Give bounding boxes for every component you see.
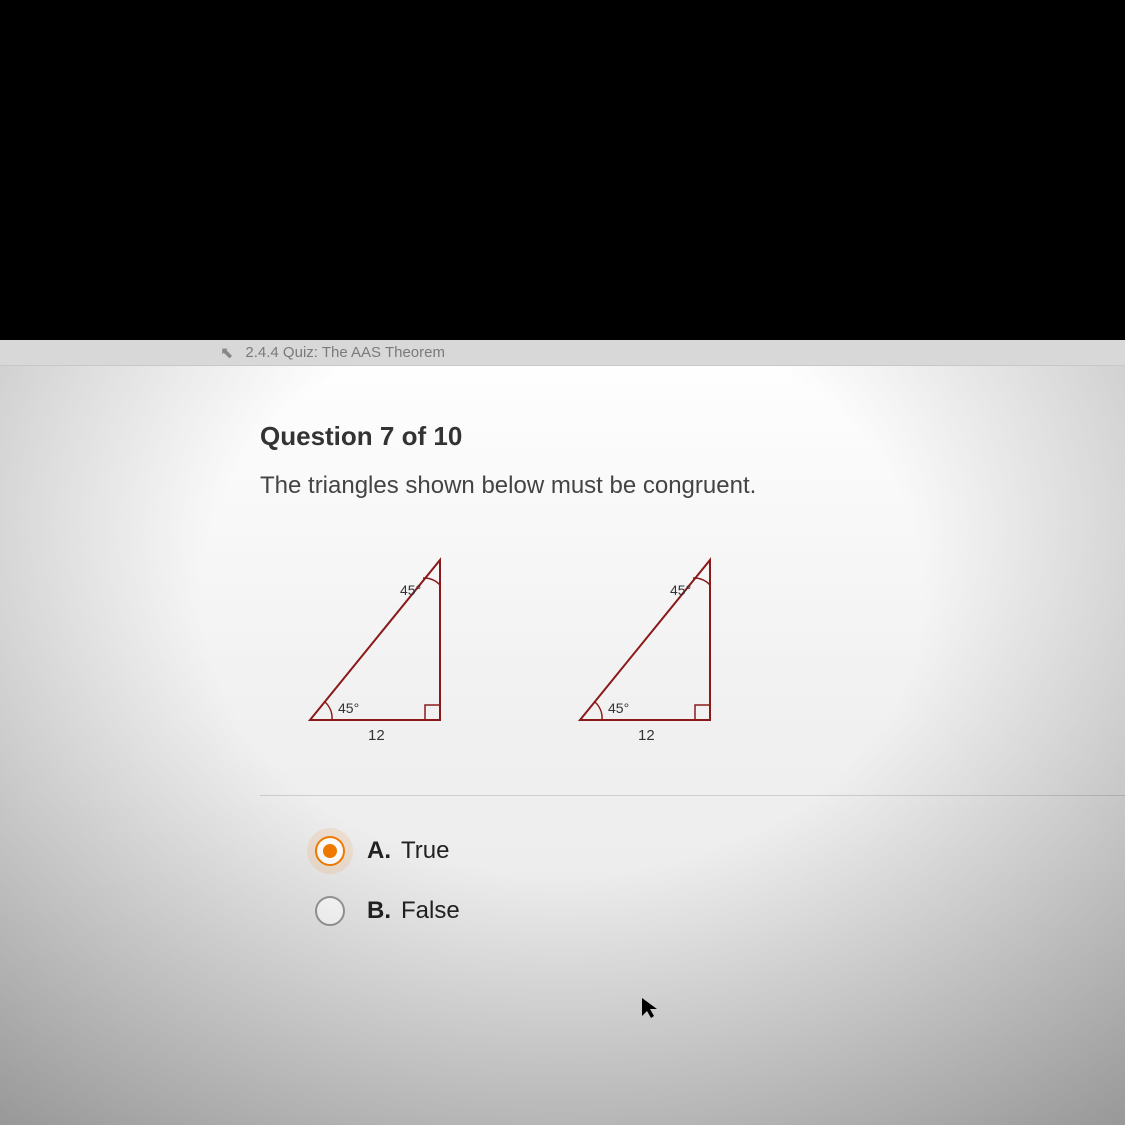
breadcrumb-strip: ⬉ 2.4.4 Quiz: The AAS Theorem	[0, 340, 1125, 366]
option-a[interactable]: A. True	[315, 836, 1125, 866]
radio-b[interactable]	[315, 896, 345, 926]
q-label-mid: of	[394, 421, 433, 451]
cursor-icon	[640, 996, 660, 1020]
option-letter: B.	[367, 897, 391, 925]
answer-options: A. True B. False	[315, 836, 1125, 926]
q-total: 10	[433, 421, 462, 451]
option-letter: A.	[367, 837, 391, 865]
option-b[interactable]: B. False	[315, 896, 1125, 926]
option-text: False	[401, 897, 460, 925]
q-label-prefix: Question	[260, 421, 380, 451]
top-black-bar	[0, 0, 1125, 340]
option-text: True	[401, 837, 449, 865]
triangle-left: 45° 45° 12	[300, 545, 470, 745]
radio-a[interactable]	[315, 836, 345, 866]
triangle-figures: 45° 45° 12 45° 45° 12	[300, 545, 1125, 745]
angle-top-label: 45°	[670, 582, 691, 598]
breadcrumb-text: 2.4.4 Quiz: The AAS Theorem	[245, 344, 445, 361]
angle-top-label: 45°	[400, 582, 421, 598]
question-heading: Question 7 of 10	[260, 421, 1125, 452]
angle-bottom-label: 45°	[608, 700, 629, 716]
question-prompt: The triangles shown below must be congru…	[260, 472, 1125, 500]
base-label: 12	[368, 727, 385, 744]
back-arrow-icon[interactable]: ⬉	[220, 343, 233, 363]
angle-bottom-label: 45°	[338, 700, 359, 716]
q-number: 7	[380, 421, 394, 451]
question-content: Question 7 of 10 The triangles shown bel…	[0, 366, 1125, 1125]
divider	[260, 795, 1125, 796]
base-label: 12	[638, 727, 655, 744]
triangle-right: 45° 45° 12	[570, 545, 740, 745]
